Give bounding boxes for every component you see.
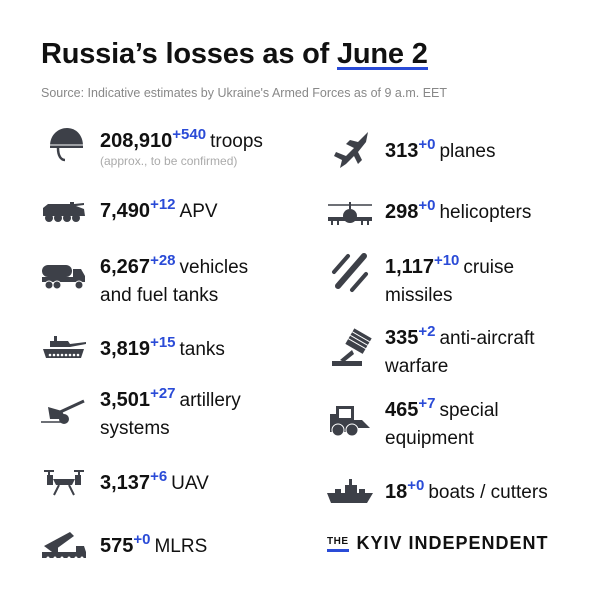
stat-uav: 3,137+6 UAV (100, 468, 209, 494)
title-date: June 2 (336, 38, 428, 70)
fuel-truck-icon (36, 256, 92, 296)
stat-apv: 7,490+12 APV (100, 196, 218, 222)
jet-icon (322, 130, 378, 170)
kyiv-independent-logo: THE KYIV INDEPENDENT (327, 533, 549, 554)
page-title: Russia’s losses as of June 2 (41, 38, 428, 71)
troops-note: (approx., to be confirmed) (100, 154, 238, 168)
stat-cruise-missiles: 1,117+10 cruise missiles (385, 252, 515, 306)
logo-name: KYIV INDEPENDENT (356, 533, 549, 553)
stat-vehicles: 6,267+28 vehicles and fuel tanks (100, 252, 249, 306)
stat-special-equipment: 465+7 special equipment (385, 395, 499, 449)
drone-icon (36, 463, 92, 503)
apv-icon (36, 192, 92, 232)
tank-icon (36, 328, 92, 368)
missiles-icon (322, 252, 378, 292)
mlrs-icon (36, 526, 92, 566)
stat-artillery: 3,501+27 artillery systems (100, 385, 241, 439)
boat-icon (322, 472, 378, 512)
stat-boats: 18+0 boats / cutters (385, 477, 548, 503)
stat-helicopters: 298+0 helicopters (385, 197, 532, 223)
source-note: Source: Indicative estimates by Ukraine'… (41, 86, 448, 100)
logo-the: THE (327, 536, 349, 552)
stat-anti-aircraft: 335+2 anti-aircraft warfare (385, 323, 535, 377)
stat-troops: 208,910+540 troops (approx., to be confir… (100, 126, 263, 168)
loader-icon (322, 400, 378, 440)
helmet-icon (38, 124, 94, 164)
stat-tanks: 3,819+15 tanks (100, 334, 225, 360)
artillery-icon (36, 392, 92, 432)
helicopter-icon (322, 194, 378, 234)
anti-aircraft-icon (322, 328, 378, 368)
stat-planes: 313+0 planes (385, 136, 496, 162)
stat-mlrs: 575+0 MLRS (100, 531, 208, 557)
title-prefix: Russia’s losses as of (41, 38, 337, 70)
